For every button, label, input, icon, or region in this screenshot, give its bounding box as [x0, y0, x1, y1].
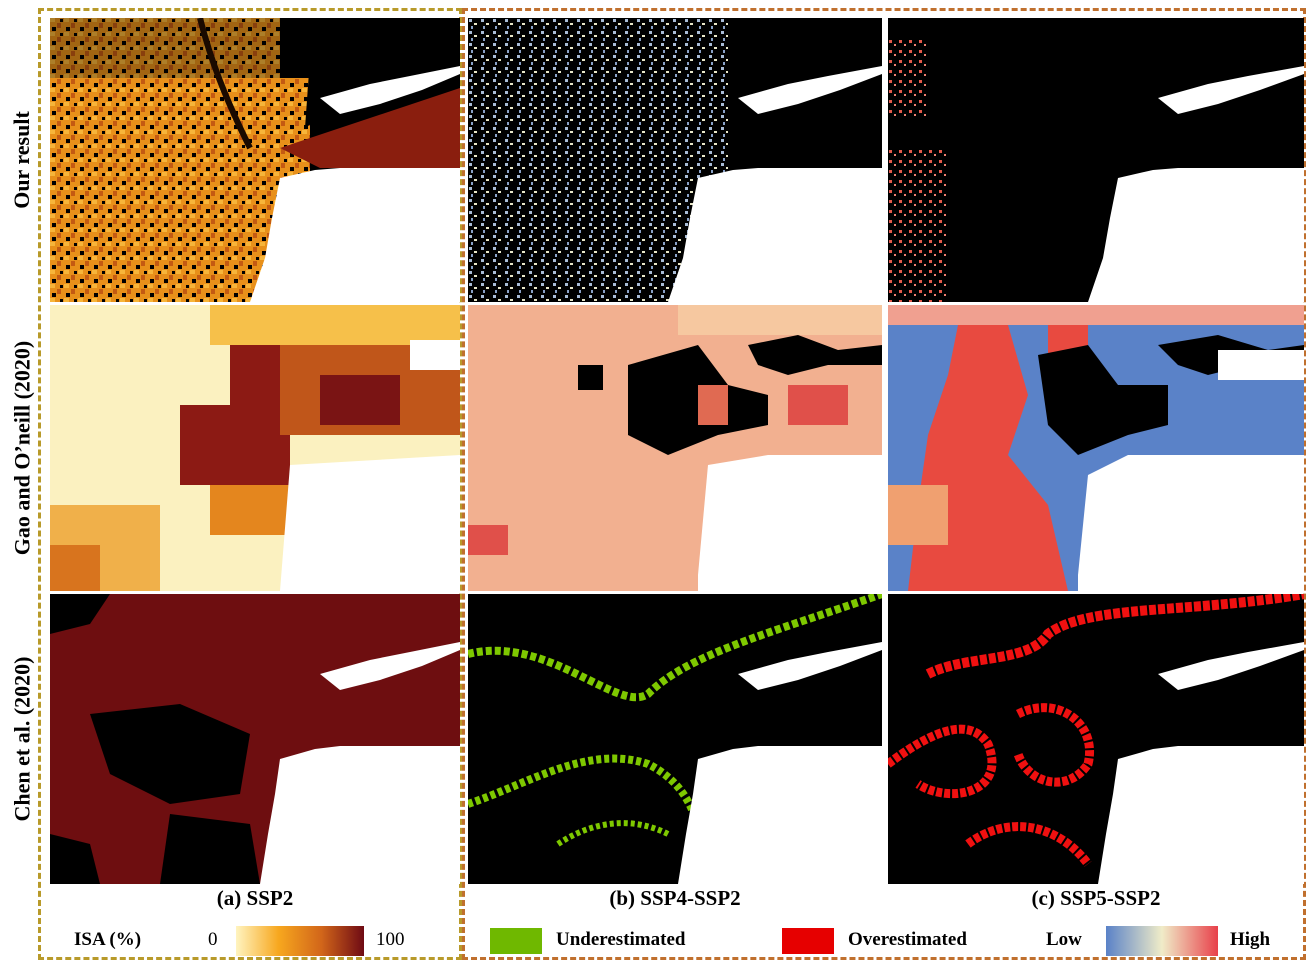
row-label-chen: Chen et al. (2020): [9, 656, 35, 822]
map-our-result-ssp5-ssp2: [888, 18, 1304, 302]
legend-isa-min: 0: [208, 929, 218, 950]
column-title-b: (b) SSP4-SSP2: [609, 886, 741, 910]
legend-underestimated-label: Underestimated: [556, 929, 686, 950]
legend-isa-label: ISA (%): [74, 929, 142, 950]
legend-overestimated-label: Overestimated: [848, 929, 967, 950]
map-our-result-ssp4-ssp2: [468, 18, 882, 302]
column-title-c: (c) SSP5-SSP2: [1031, 886, 1161, 910]
panel-group-bc-frame: [462, 8, 1306, 960]
legend-underestimated-swatch: [490, 928, 542, 954]
map-gao-oneill-ssp4-ssp2: [468, 305, 882, 591]
legend-isa-colorbar: [236, 926, 364, 956]
map-chen-ssp2: [50, 594, 460, 884]
map-our-result-ssp2: [50, 18, 460, 302]
row-label-our-result: Our result: [9, 111, 34, 209]
panel-group-a-frame: [38, 8, 462, 960]
map-chen-ssp5-ssp2: [888, 594, 1304, 884]
legend-overestimated-swatch: [782, 928, 834, 954]
legend-isa-max: 100: [376, 929, 405, 950]
map-gao-oneill-ssp5-ssp2: [888, 305, 1304, 591]
legend-high-label: High: [1230, 929, 1271, 950]
map-gao-oneill-ssp2: [50, 305, 460, 591]
map-chen-ssp4-ssp2: [468, 594, 882, 884]
legend-low-label: Low: [1046, 929, 1082, 950]
column-title-a: (a) SSP2: [216, 886, 294, 910]
legend-diverging-colorbar: [1106, 926, 1218, 956]
row-label-gao-oneill: Gao and O’neill (2020): [9, 340, 35, 556]
